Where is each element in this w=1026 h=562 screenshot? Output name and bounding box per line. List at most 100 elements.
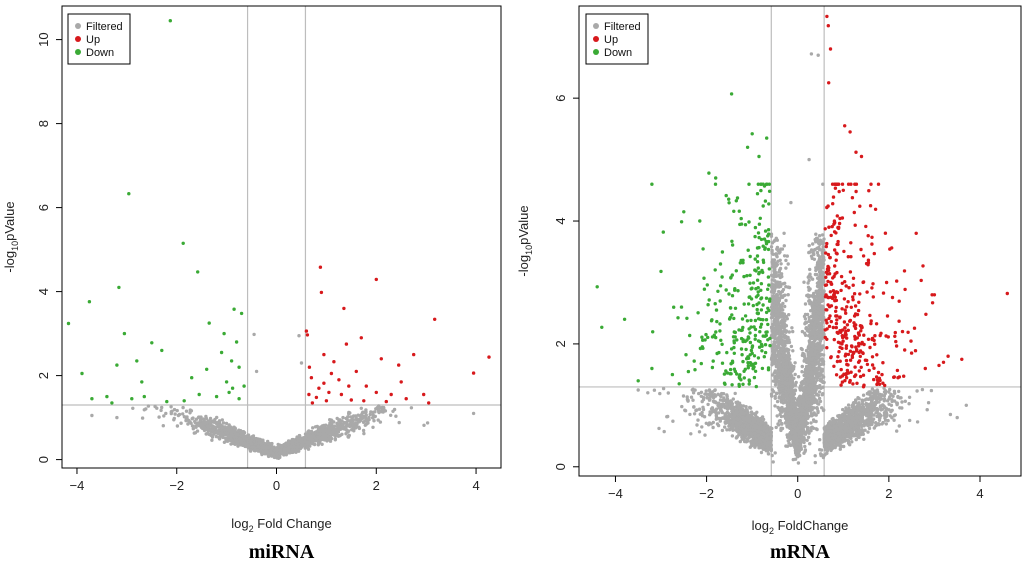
point-filtered bbox=[652, 388, 657, 392]
point-filtered bbox=[244, 444, 248, 449]
point-up bbox=[384, 399, 388, 404]
point-filtered bbox=[819, 268, 823, 273]
point-filtered bbox=[162, 414, 166, 418]
point-up bbox=[322, 352, 326, 357]
point-down bbox=[237, 397, 241, 401]
point-filtered bbox=[278, 450, 283, 454]
point-filtered bbox=[955, 415, 959, 420]
point-down bbox=[135, 359, 139, 363]
point-filtered bbox=[255, 438, 259, 442]
point-filtered bbox=[182, 415, 187, 419]
point-filtered bbox=[915, 389, 919, 393]
point-filtered bbox=[744, 405, 748, 409]
point-filtered bbox=[784, 258, 788, 263]
point-filtered bbox=[115, 415, 119, 420]
point-filtered bbox=[900, 400, 904, 404]
point-filtered bbox=[793, 388, 798, 392]
point-filtered bbox=[196, 415, 201, 419]
point-filtered bbox=[212, 432, 216, 436]
point-filtered bbox=[255, 448, 259, 452]
point-filtered bbox=[344, 432, 348, 436]
point-filtered bbox=[361, 428, 366, 433]
point-filtered bbox=[784, 266, 788, 270]
point-filtered bbox=[169, 405, 173, 409]
point-filtered bbox=[391, 409, 395, 413]
point-filtered bbox=[344, 420, 348, 425]
legend-label-filtered: Filtered bbox=[86, 21, 123, 33]
point-filtered bbox=[322, 425, 326, 429]
point-up bbox=[319, 290, 324, 295]
point-filtered bbox=[753, 445, 757, 449]
point-filtered bbox=[807, 157, 811, 162]
point-filtered bbox=[233, 427, 237, 431]
point-filtered bbox=[790, 326, 794, 330]
point-filtered bbox=[321, 432, 325, 436]
point-filtered bbox=[311, 426, 315, 430]
point-filtered bbox=[266, 446, 270, 450]
point-filtered bbox=[354, 416, 358, 420]
point-down bbox=[234, 340, 239, 344]
point-filtered bbox=[817, 234, 822, 238]
point-up bbox=[314, 395, 319, 400]
point-filtered bbox=[807, 243, 811, 248]
point-filtered bbox=[335, 416, 339, 421]
point-up bbox=[309, 376, 314, 380]
point-filtered bbox=[226, 427, 231, 431]
point-filtered bbox=[789, 344, 794, 349]
point-up bbox=[347, 384, 351, 388]
panel-label: miRNA bbox=[249, 541, 315, 562]
point-filtered bbox=[272, 455, 277, 460]
point-filtered bbox=[341, 415, 345, 420]
point-filtered bbox=[657, 426, 661, 431]
point-filtered bbox=[310, 438, 315, 443]
series-down bbox=[66, 19, 246, 405]
point-filtered bbox=[318, 436, 322, 440]
point-filtered bbox=[771, 460, 775, 464]
point-filtered bbox=[666, 391, 670, 395]
point-filtered bbox=[216, 431, 221, 435]
point-filtered bbox=[700, 414, 705, 418]
point-filtered bbox=[907, 395, 912, 399]
point-filtered bbox=[397, 420, 401, 425]
point-filtered bbox=[328, 439, 333, 443]
y-axis-title: -log10pValue bbox=[2, 201, 20, 272]
point-filtered bbox=[233, 432, 237, 436]
point-up bbox=[487, 355, 491, 359]
point-filtered bbox=[181, 405, 185, 410]
point-filtered bbox=[340, 425, 344, 429]
point-filtered bbox=[169, 411, 173, 416]
point-down bbox=[110, 401, 114, 405]
point-filtered bbox=[349, 415, 353, 419]
point-filtered bbox=[348, 419, 353, 423]
point-filtered bbox=[252, 332, 256, 337]
point-up bbox=[374, 277, 378, 282]
point-filtered bbox=[394, 414, 398, 418]
point-up bbox=[374, 390, 378, 395]
point-filtered bbox=[201, 417, 206, 421]
point-filtered bbox=[172, 407, 177, 412]
plot-area bbox=[579, 6, 1021, 476]
point-down bbox=[190, 376, 194, 380]
point-up bbox=[404, 397, 408, 401]
legend-marker-down bbox=[75, 49, 81, 55]
point-filtered bbox=[359, 413, 363, 417]
point-down bbox=[197, 392, 201, 397]
point-up bbox=[324, 399, 329, 403]
point-filtered bbox=[305, 445, 310, 450]
point-filtered bbox=[785, 254, 789, 258]
point-up bbox=[305, 333, 310, 337]
point-filtered bbox=[681, 394, 686, 398]
point-filtered bbox=[685, 395, 689, 399]
point-filtered bbox=[362, 410, 366, 414]
point-filtered bbox=[237, 428, 241, 432]
point-up bbox=[389, 392, 393, 397]
point-filtered bbox=[334, 432, 339, 437]
point-filtered bbox=[713, 400, 717, 404]
point-filtered bbox=[338, 433, 342, 438]
point-down bbox=[160, 348, 164, 353]
point-filtered bbox=[164, 411, 168, 416]
point-up bbox=[322, 381, 326, 385]
point-filtered bbox=[142, 408, 146, 412]
point-filtered bbox=[849, 436, 853, 441]
point-up bbox=[349, 398, 353, 402]
